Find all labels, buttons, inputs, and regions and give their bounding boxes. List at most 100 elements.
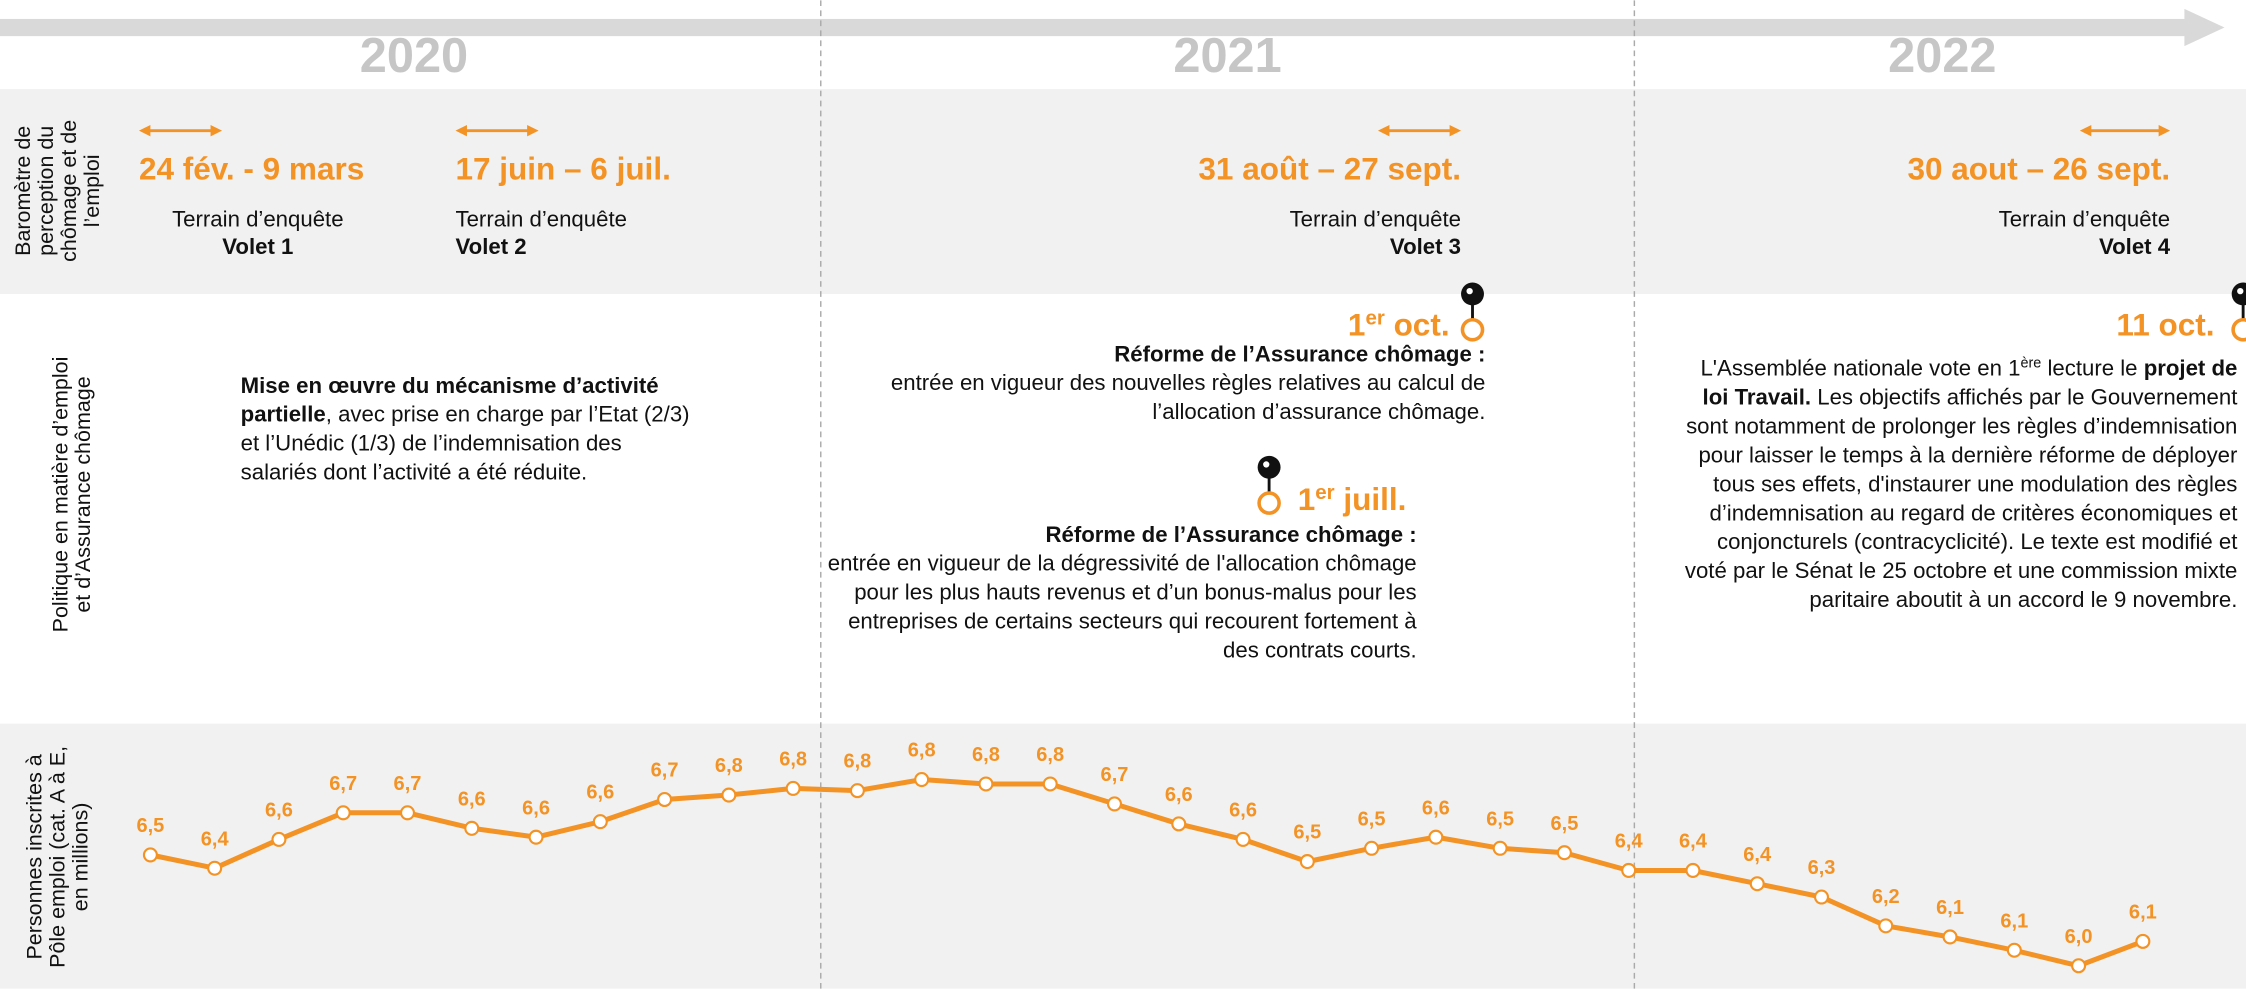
- event-text: tous ses effets, d'instaurer une modulat…: [1713, 471, 2237, 496]
- pin-head: [2231, 282, 2246, 306]
- arrow-head: [2158, 124, 2171, 137]
- value-label: 6,6: [522, 797, 550, 819]
- value-label: 6,5: [1358, 808, 1386, 830]
- text-run: juill.: [1335, 481, 1407, 517]
- row-label: Baromètre de: [11, 126, 35, 256]
- data-point: [528, 829, 544, 845]
- value-label: 6,6: [1165, 784, 1193, 806]
- survey-label: Terrain d’enquête: [1290, 207, 1461, 232]
- event-date: 1er juill.: [1298, 481, 1407, 518]
- year-label: 2020: [360, 29, 468, 83]
- text-run: oct.: [1385, 307, 1450, 343]
- text-run: l’allocation d’assurance chômage.: [1152, 399, 1485, 424]
- text-run: lecture le: [2041, 356, 2143, 381]
- event-text: entrée en vigueur de la dégressivité de …: [828, 551, 1417, 576]
- pin-ring: [2231, 317, 2246, 342]
- band-chart: [0, 723, 2246, 989]
- survey-label: Terrain d’enquête: [1999, 207, 2170, 232]
- event-text: L'Assemblée nationale vote en 1ère lectu…: [1700, 356, 2237, 381]
- data-point: [142, 847, 158, 863]
- text-run: tous ses effets, d'instaurer une modulat…: [1713, 471, 2237, 496]
- event-text: l’allocation d’assurance chômage.: [1152, 399, 1485, 424]
- value-label: 6,0: [2065, 926, 2093, 948]
- value-label: 6,4: [1743, 844, 1772, 866]
- data-point: [207, 860, 223, 876]
- event-date: 1er oct.: [1348, 306, 1450, 343]
- value-label: 6,6: [458, 788, 486, 810]
- text-run: projet de: [2144, 356, 2238, 381]
- event-text: pour laisser le temps à la dernière réfo…: [1698, 442, 2238, 467]
- text-run: sont notamment de prolonger les règles d…: [1686, 413, 2237, 438]
- text-run: partielle: [241, 402, 326, 427]
- row-label: Pôle emploi (cat. A à E,: [45, 746, 69, 968]
- row-label: Personnes inscrites à: [23, 754, 47, 959]
- value-label: 6,8: [843, 751, 871, 773]
- data-point: [271, 831, 287, 847]
- arrow-head: [2079, 124, 2092, 137]
- data-point: [2135, 933, 2151, 949]
- value-label: 6,8: [1036, 744, 1064, 766]
- text-run: conjoncturels (contracyclicité). Le text…: [1717, 529, 2237, 554]
- text-run: 11 oct.: [2116, 307, 2214, 343]
- text-run: entrée en vigueur des nouvelles règles r…: [891, 370, 1486, 395]
- value-label: 6,8: [715, 755, 743, 777]
- data-point: [2071, 958, 2087, 974]
- superscript: er: [1365, 306, 1384, 329]
- time-arrow-head: [2184, 8, 2225, 47]
- value-label: 6,6: [265, 799, 293, 821]
- text-run: paritaire aboutit à un accord le 9 novem…: [1809, 587, 2237, 612]
- data-point: [1299, 854, 1315, 870]
- pin-head: [1257, 455, 1281, 479]
- text-run: 1: [1298, 481, 1316, 517]
- event-text: et l’Unédic (1/3) de l’indemnisation des: [241, 431, 622, 456]
- time-arrow: [0, 18, 2188, 37]
- superscript: ère: [2020, 356, 2041, 372]
- text-run: Mise en œuvre du mécanisme d’activité: [241, 373, 659, 398]
- data-point: [849, 783, 865, 799]
- survey-dates: 17 juin – 6 juil.: [456, 150, 671, 186]
- event-text: partielle, avec prise en charge par l’Et…: [241, 402, 690, 427]
- event-text: Mise en œuvre du mécanisme d’activité: [241, 373, 659, 398]
- survey-volet: Volet 2: [456, 234, 527, 259]
- superscript: er: [1315, 481, 1334, 504]
- survey-label: Terrain d’enquête: [456, 207, 627, 232]
- value-label: 6,5: [1550, 813, 1578, 835]
- text-run: Réforme de l’Assurance chômage :: [1114, 341, 1485, 366]
- event-text: Réforme de l’Assurance chômage :: [1045, 522, 1416, 547]
- value-label: 6,7: [394, 773, 422, 795]
- survey-dates: 24 fév. - 9 mars: [139, 150, 364, 186]
- text-run: et l’Unédic (1/3) de l’indemnisation des: [241, 431, 622, 456]
- value-label: 6,8: [779, 748, 807, 770]
- row-label: perception du: [34, 126, 58, 256]
- value-label: 6,4: [201, 828, 230, 850]
- text-run: entrée en vigueur de la dégressivité de …: [828, 551, 1417, 576]
- data-point: [1556, 845, 1572, 861]
- text-run: pour les plus hauts revenus et d’un bonu…: [854, 580, 1416, 605]
- event-text: voté par le Sénat le 25 octobre et une c…: [1685, 558, 2238, 583]
- text-run: , avec prise en charge par l’Etat (2/3): [326, 402, 690, 427]
- row-label: chômage et de: [57, 120, 81, 262]
- row-label: en millions): [68, 803, 92, 912]
- value-label: 6,7: [651, 760, 679, 782]
- data-point: [1364, 840, 1380, 856]
- survey-dates: 31 août – 27 sept.: [1198, 150, 1461, 186]
- arrow-head: [138, 124, 151, 137]
- survey-dates: 30 aout – 26 sept.: [1907, 150, 2170, 186]
- pin-spot: [1466, 287, 1473, 295]
- event-text: entreprises de certains secteurs qui rec…: [848, 609, 1417, 634]
- arrow-head: [1449, 124, 1462, 137]
- data-point: [592, 814, 608, 830]
- value-label: 6,7: [329, 773, 357, 795]
- data-point: [1171, 816, 1187, 832]
- event-text: salariés dont l’activité a été réduite.: [241, 460, 588, 485]
- survey-label: Terrain d’enquête: [172, 207, 343, 232]
- text-run: voté par le Sénat le 25 octobre et une c…: [1685, 558, 2238, 583]
- event-text: conjoncturels (contracyclicité). Le text…: [1717, 529, 2237, 554]
- pin-spot: [1263, 461, 1270, 468]
- band-survey: [0, 89, 2246, 294]
- value-label: 6,8: [908, 740, 936, 762]
- arrow-head: [527, 124, 539, 137]
